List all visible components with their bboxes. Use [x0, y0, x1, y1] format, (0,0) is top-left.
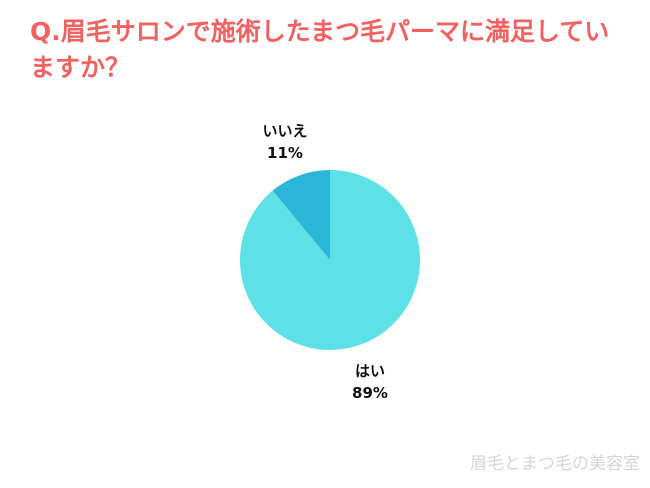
slice-label-hai-value: 89% — [352, 384, 388, 402]
pie-slice-hai — [239, 170, 420, 350]
slice-label-iie-value: 11% — [267, 144, 303, 162]
pie-slice-iie — [272, 170, 330, 260]
chart-title: Q.眉毛サロンで施術したまつ毛パーマに満足していますか？ — [30, 17, 610, 82]
slice-label-iie-name: いいえ — [262, 122, 308, 140]
slice-label-hai: はい 89% — [335, 360, 405, 404]
slice-label-iie: いいえ 11% — [245, 120, 325, 164]
slice-label-hai-name: はい — [354, 362, 385, 380]
watermark: 眉毛とまつ毛の美容室 — [470, 454, 640, 474]
